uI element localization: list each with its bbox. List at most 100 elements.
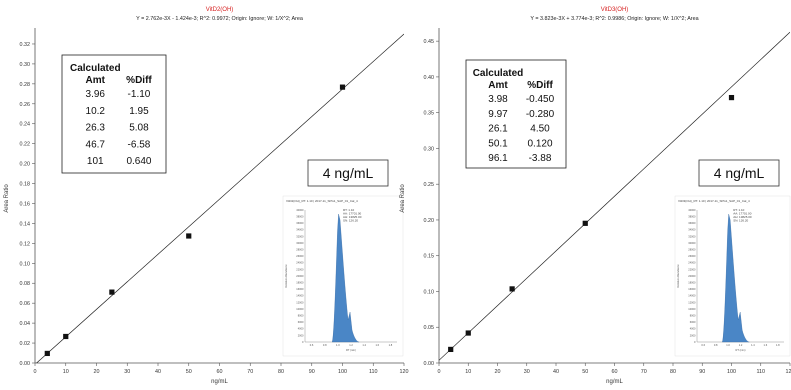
table-cell-amt: 26.3	[86, 123, 106, 134]
table-cell-diff: 4.50	[530, 124, 550, 135]
inset-x-tick: 0.8	[714, 343, 718, 347]
chart-panel-2: VitD3(OH) Y = 3.823e-3X + 3.774e-3; R^2: …	[400, 7, 791, 385]
inset-y-tick: 8000	[690, 314, 696, 318]
table-cell-diff: -3.88	[529, 153, 552, 164]
y-tick-label: 0.25	[424, 182, 435, 188]
x-tick-label: 10	[465, 369, 471, 375]
inset-area-label: AA: 17701.00	[343, 212, 362, 216]
data-point	[509, 286, 515, 292]
chart-title: VitD3(OH)	[601, 7, 629, 13]
x-tick-label: 70	[247, 369, 253, 375]
inset-sn-label: SN: 126.20	[343, 219, 358, 223]
inset-header: VitD2(OH)_RT: 1.10 | 2017-11_SPG1_SAP_01…	[286, 199, 358, 203]
inset-y-tick: 28000	[296, 248, 304, 252]
y-tick-label: 0.02	[20, 341, 31, 347]
table-cell-diff: 5.08	[129, 123, 149, 134]
x-tick-label: 50	[186, 369, 192, 375]
y-tick-label: 0.08	[20, 281, 31, 287]
inset-x-tick: 1.4	[751, 343, 755, 347]
x-tick-label: 90	[699, 369, 705, 375]
inset-y-tick: 24000	[296, 261, 304, 265]
x-tick-label: 60	[217, 369, 223, 375]
x-tick-label: 110	[369, 369, 378, 375]
inset-y-tick: 30000	[296, 241, 304, 245]
y-tick-label: 0.45	[424, 39, 435, 45]
chart-equation: Y = 2.762e-3X - 1.424e-3; R^2: 0.9972; O…	[136, 16, 303, 22]
inset-y-tick: 0	[302, 340, 304, 344]
x-tick-label: 60	[612, 369, 618, 375]
y-tick-label: 0.16	[20, 201, 31, 207]
inset-y-tick: 36000	[296, 221, 304, 225]
inset-x-tick: 1.8	[776, 343, 780, 347]
inset-x-tick: 1.6	[764, 343, 768, 347]
inset-y-tick: 40000	[296, 208, 304, 212]
chart-equation: Y = 3.823e-3X + 3.774e-3; R^2: 0.9986; O…	[530, 16, 698, 22]
concentration-label: 4 ng/mL	[323, 165, 374, 181]
x-tick-label: 70	[641, 369, 647, 375]
y-tick-label: 0.20	[424, 218, 435, 224]
x-axis-label: ng/mL	[606, 379, 623, 385]
x-tick-label: 50	[582, 369, 588, 375]
inset-y-tick: 32000	[688, 234, 696, 238]
table-cell-amt: 46.7	[86, 139, 106, 150]
inset-y-tick: 26000	[688, 254, 696, 258]
x-tick-label: 0	[34, 369, 37, 375]
table-header-amt: Amt	[86, 75, 106, 86]
y-tick-label: 0.15	[424, 254, 435, 260]
x-tick-label: 90	[309, 369, 315, 375]
inset-y-tick: 40000	[688, 208, 696, 212]
data-point	[109, 289, 115, 295]
inset-y-tick: 38000	[296, 215, 304, 219]
x-tick-label: 120	[786, 369, 791, 375]
inset-y-tick: 34000	[296, 228, 304, 232]
inset-y-tick: 6000	[690, 320, 696, 324]
inset-rt-label: RT: 1.10	[733, 208, 744, 212]
inset-y-tick: 12000	[688, 300, 696, 304]
inset-y-tick: 14000	[296, 294, 304, 298]
inset-y-tick: 38000	[688, 215, 696, 219]
x-tick-label: 40	[553, 369, 559, 375]
y-tick-label: 0.32	[20, 42, 31, 48]
inset-y-tick: 36000	[688, 221, 696, 225]
results-table-box	[465, 59, 567, 169]
inset-y-tick: 2000	[690, 333, 696, 337]
data-point	[63, 333, 69, 340]
y-tick-label: 0.04	[20, 321, 31, 327]
y-tick-label: 0.20	[20, 162, 31, 168]
x-tick-label: 80	[278, 369, 284, 375]
x-tick-label: 20	[495, 369, 501, 375]
inset-y-tick: 12000	[296, 300, 304, 304]
y-axis-label: Area Ratio	[400, 184, 406, 213]
inset-header: VitD3(OH)_RT: 1.10 | 2017-11_SPG1_SAP_01…	[678, 199, 750, 203]
inset-height-label: AH: 13825.00	[343, 215, 362, 219]
y-tick-label: 0.10	[424, 289, 435, 295]
inset-height-label: AH: 13825.00	[733, 215, 752, 219]
table-header-amt: Amt	[488, 80, 508, 91]
table-cell-amt: 3.98	[488, 94, 508, 105]
y-tick-label: 0.18	[20, 182, 31, 188]
inset-y-tick: 6000	[298, 320, 304, 324]
y-tick-label: 0.30	[424, 146, 435, 152]
data-point	[728, 94, 735, 101]
table-cell-amt: 96.1	[488, 153, 508, 164]
inset-sn-label: SN: 126.20	[733, 219, 748, 223]
y-tick-label: 0.22	[20, 142, 31, 148]
inset-y-tick: 16000	[296, 287, 304, 291]
inset-y-tick: 8000	[298, 314, 304, 318]
data-point	[339, 84, 346, 90]
y-tick-label: 0.24	[20, 122, 31, 128]
inset-y-tick: 22000	[296, 267, 304, 271]
x-tick-label: 100	[727, 369, 736, 375]
inset-y-tick: 10000	[688, 307, 696, 311]
table-cell-amt: 101	[87, 156, 104, 167]
inset-y-tick: 14000	[688, 294, 696, 298]
inset-x-tick: 0.6	[310, 343, 314, 347]
y-tick-label: 0.00	[424, 361, 435, 367]
inset-y-tick: 18000	[296, 281, 304, 285]
table-cell-amt: 50.1	[488, 138, 508, 149]
inset-x-tick: 1.2	[349, 343, 353, 347]
inset-y-tick: 4000	[690, 327, 696, 331]
inset-rt-label: RT: 1.10	[343, 208, 354, 212]
data-point	[44, 350, 50, 357]
inset-x-tick: 0.6	[701, 343, 705, 347]
